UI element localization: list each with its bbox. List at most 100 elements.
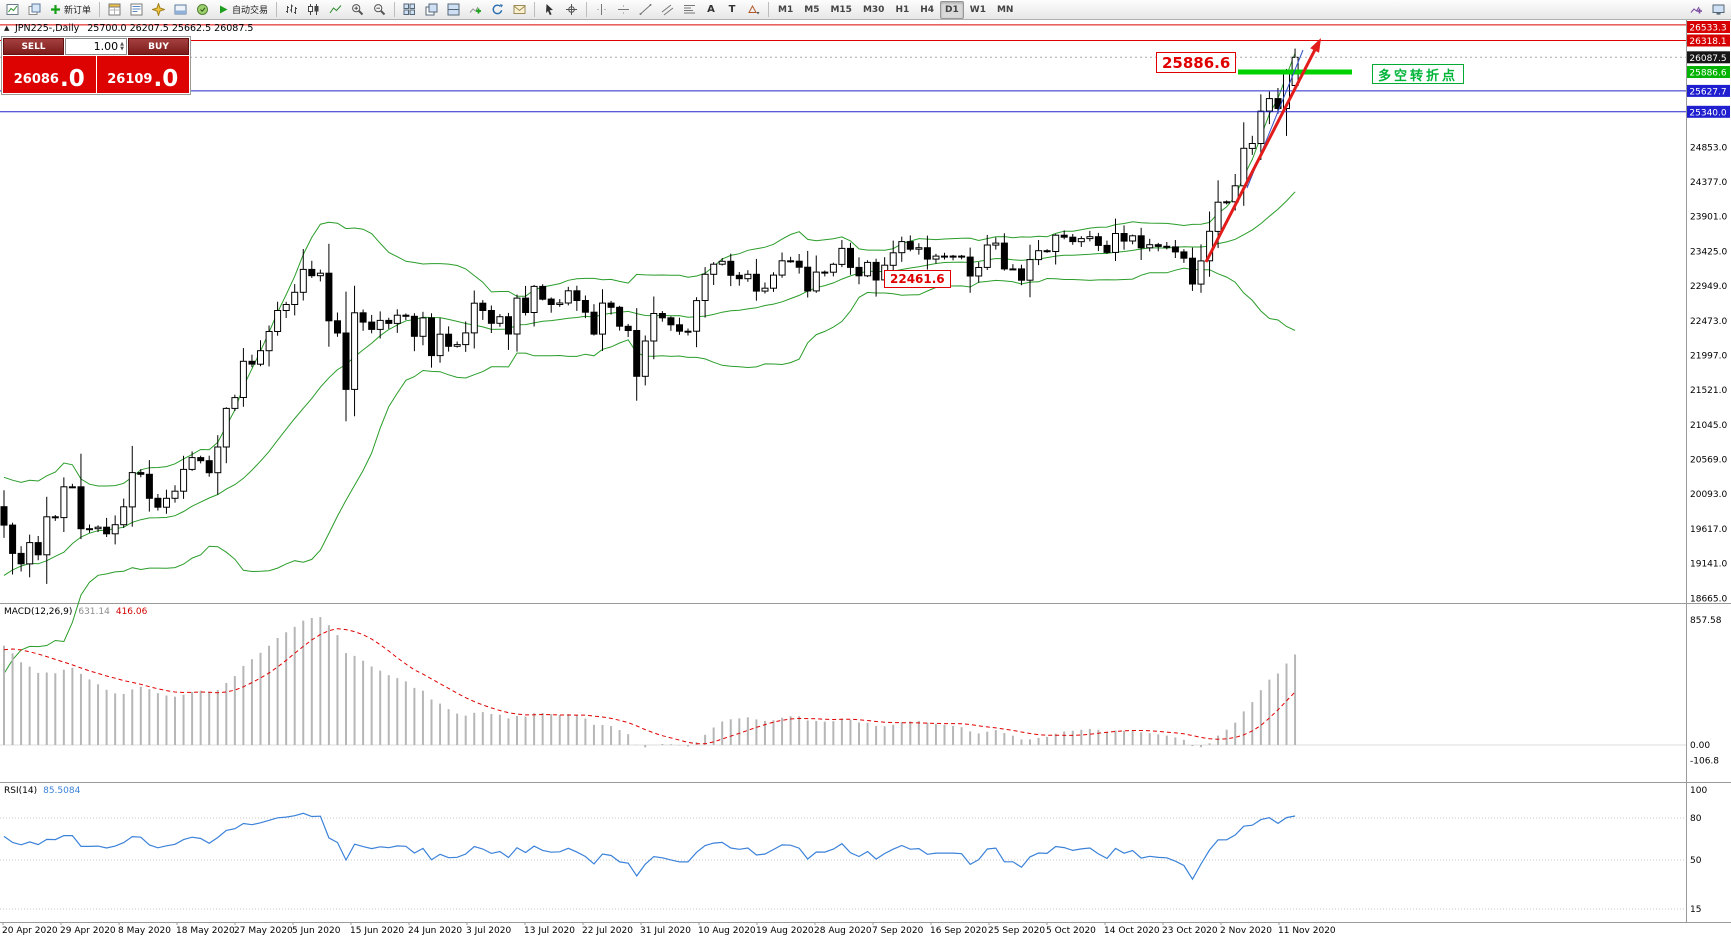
volume-value: 1.00 — [93, 40, 119, 53]
macd-name: MACD(12,26,9) — [4, 607, 73, 617]
vertical-line-icon — [597, 4, 607, 15]
buy-price-frac: .0 — [153, 66, 179, 92]
level-lines[interactable] — [0, 24, 1686, 189]
candlestick-chart-button[interactable] — [303, 1, 324, 19]
svg-text:19141.0: 19141.0 — [1690, 560, 1727, 570]
window-layout-button[interactable] — [1708, 1, 1729, 19]
timeframe-mn-button[interactable]: MN — [992, 1, 1019, 19]
bar-chart-button[interactable] — [281, 1, 302, 19]
buy-button[interactable]: BUY — [128, 38, 189, 55]
volume-down-icon[interactable]: ▼ — [120, 45, 124, 52]
data-window-button[interactable] — [126, 1, 147, 19]
timeframe-d1-button[interactable]: D1 — [940, 0, 964, 19]
horizontal-line-tool-button[interactable] — [613, 1, 634, 19]
toolbar-separator — [586, 2, 588, 17]
svg-text:31 Jul 2020: 31 Jul 2020 — [640, 926, 691, 936]
svg-text:857.58: 857.58 — [1690, 616, 1722, 626]
date-axis[interactable]: 20 Apr 2020 29 Apr 2020 8 May 2020 18 May 2… — [2, 922, 1336, 936]
monitor-icon — [1712, 4, 1725, 15]
tile-horizontal-button[interactable] — [443, 1, 464, 19]
svg-text:19617.0: 19617.0 — [1690, 525, 1727, 535]
fibonacci-icon — [684, 5, 696, 14]
new-chart-button[interactable] — [2, 1, 23, 19]
svg-text:27 May 2020: 27 May 2020 — [234, 926, 293, 936]
svg-text:20569.0: 20569.0 — [1690, 456, 1727, 466]
chart-canvas[interactable]: 24853.0 24377.0 23901.0 23425.0 22949.0 22473… — [0, 20, 1731, 936]
autotrading-button[interactable]: 自动交易 — [214, 1, 272, 19]
cascade-windows-button[interactable] — [421, 1, 442, 19]
mail-button[interactable] — [509, 1, 530, 19]
market-watch-icon — [108, 3, 121, 16]
volume-input[interactable]: 1.00 ▲ ▼ — [65, 38, 127, 55]
cursor-tool-button[interactable] — [539, 1, 560, 19]
text-tool-button[interactable]: A — [701, 1, 721, 19]
sell-price-panel[interactable]: 26086.0 — [3, 56, 96, 93]
label-tool-button[interactable]: T — [722, 1, 742, 19]
label-tool-icon: T — [728, 4, 736, 15]
toolbar-separator — [276, 2, 278, 17]
volume-up-icon[interactable]: ▲ — [120, 40, 124, 47]
one-click-collapse-icon[interactable]: ▲ — [4, 24, 10, 32]
timeframe-m5-button[interactable]: M5 — [799, 1, 824, 19]
refresh-button[interactable] — [487, 1, 508, 19]
zoom-out-button[interactable] — [369, 1, 390, 19]
market-watch-button[interactable] — [104, 1, 125, 19]
timeframe-h4-button[interactable]: H4 — [915, 1, 939, 19]
main-toolbar: 新订单 自动交易 A T M1 M5 M15 M30 H1 H4 D1 W1 M… — [0, 0, 1731, 20]
buy-price-int: 26109 — [107, 72, 153, 87]
svg-text:25 Sep 2020: 25 Sep 2020 — [988, 926, 1045, 936]
rsi-axis[interactable]: 100 80 50 15 — [1690, 786, 1707, 915]
svg-text:19 Aug 2020: 19 Aug 2020 — [756, 926, 814, 936]
indicators-icon — [1690, 6, 1702, 14]
macd-axis[interactable]: 857.58 0.00 -106.8 — [1690, 616, 1722, 767]
strategy-tester-button[interactable] — [192, 1, 213, 19]
chart-symbol-period: JPN225-,Daily — [15, 23, 80, 34]
sell-button[interactable]: SELL — [3, 38, 64, 55]
trendline-tool-button[interactable] — [635, 1, 656, 19]
vertical-line-tool-button[interactable] — [591, 1, 612, 19]
timeframe-h1-button[interactable]: H1 — [890, 1, 914, 19]
svg-text:25627.7: 25627.7 — [1689, 87, 1726, 97]
timeframe-w1-button[interactable]: W1 — [965, 1, 991, 19]
svg-text:26318.1: 26318.1 — [1689, 37, 1726, 47]
rsi-value: 85.5084 — [43, 786, 81, 796]
toolbar-separator — [768, 2, 770, 17]
level-price-annotation[interactable]: 25886.6 — [1156, 52, 1237, 73]
buy-price-panel[interactable]: 26109.0 — [96, 56, 189, 93]
channel-tool-button[interactable] — [657, 1, 678, 19]
chart-window[interactable]: 24853.0 24377.0 23901.0 23425.0 22949.0 22473… — [0, 20, 1731, 936]
new-order-button[interactable]: 新订单 — [46, 1, 95, 19]
turning-point-annotation[interactable]: 多空转折点 — [1372, 64, 1465, 84]
new-order-plus-icon — [51, 5, 60, 14]
strategy-tester-icon — [197, 4, 209, 15]
fibonacci-tool-button[interactable] — [679, 1, 700, 19]
zoom-in-button[interactable] — [347, 1, 368, 19]
terminal-button[interactable] — [170, 1, 191, 19]
candlestick-chart-icon — [308, 4, 319, 15]
channel-icon — [661, 4, 674, 16]
one-click-trading-panel: SELL 1.00 ▲ ▼ BUY 26086.0 26109.0 — [1, 36, 191, 95]
add-indicator-button[interactable] — [465, 1, 486, 19]
toolbar-separator — [534, 2, 536, 17]
svg-text:5 Oct 2020: 5 Oct 2020 — [1046, 926, 1096, 936]
price-axis[interactable]: 24853.0 24377.0 23901.0 23425.0 22949.0 22473… — [1687, 21, 1730, 604]
indicators-list-button[interactable] — [1686, 1, 1707, 19]
timeframe-m1-button[interactable]: M1 — [773, 1, 798, 19]
timeframe-m15-button[interactable]: M15 — [825, 1, 856, 19]
navigator-button[interactable] — [148, 1, 169, 19]
profiles-button[interactable] — [24, 1, 45, 19]
tile-windows-icon — [403, 3, 416, 15]
timeframe-m30-button[interactable]: M30 — [858, 1, 889, 19]
macd-main-value: 631.14 — [78, 607, 110, 617]
line-chart-button[interactable] — [325, 1, 346, 19]
volume-stepper[interactable]: ▲ ▼ — [120, 40, 124, 52]
trend-arrow[interactable] — [1204, 38, 1321, 263]
crosshair-tool-button[interactable] — [561, 1, 582, 19]
mid-price-annotation[interactable]: 22461.6 — [884, 270, 951, 288]
shapes-tool-button[interactable] — [743, 1, 764, 19]
data-window-icon — [130, 3, 143, 16]
svg-text:23 Oct 2020: 23 Oct 2020 — [1162, 926, 1218, 936]
line-chart-icon — [329, 5, 342, 14]
tile-windows-button[interactable] — [399, 1, 420, 19]
svg-text:8 May 2020: 8 May 2020 — [118, 926, 171, 936]
